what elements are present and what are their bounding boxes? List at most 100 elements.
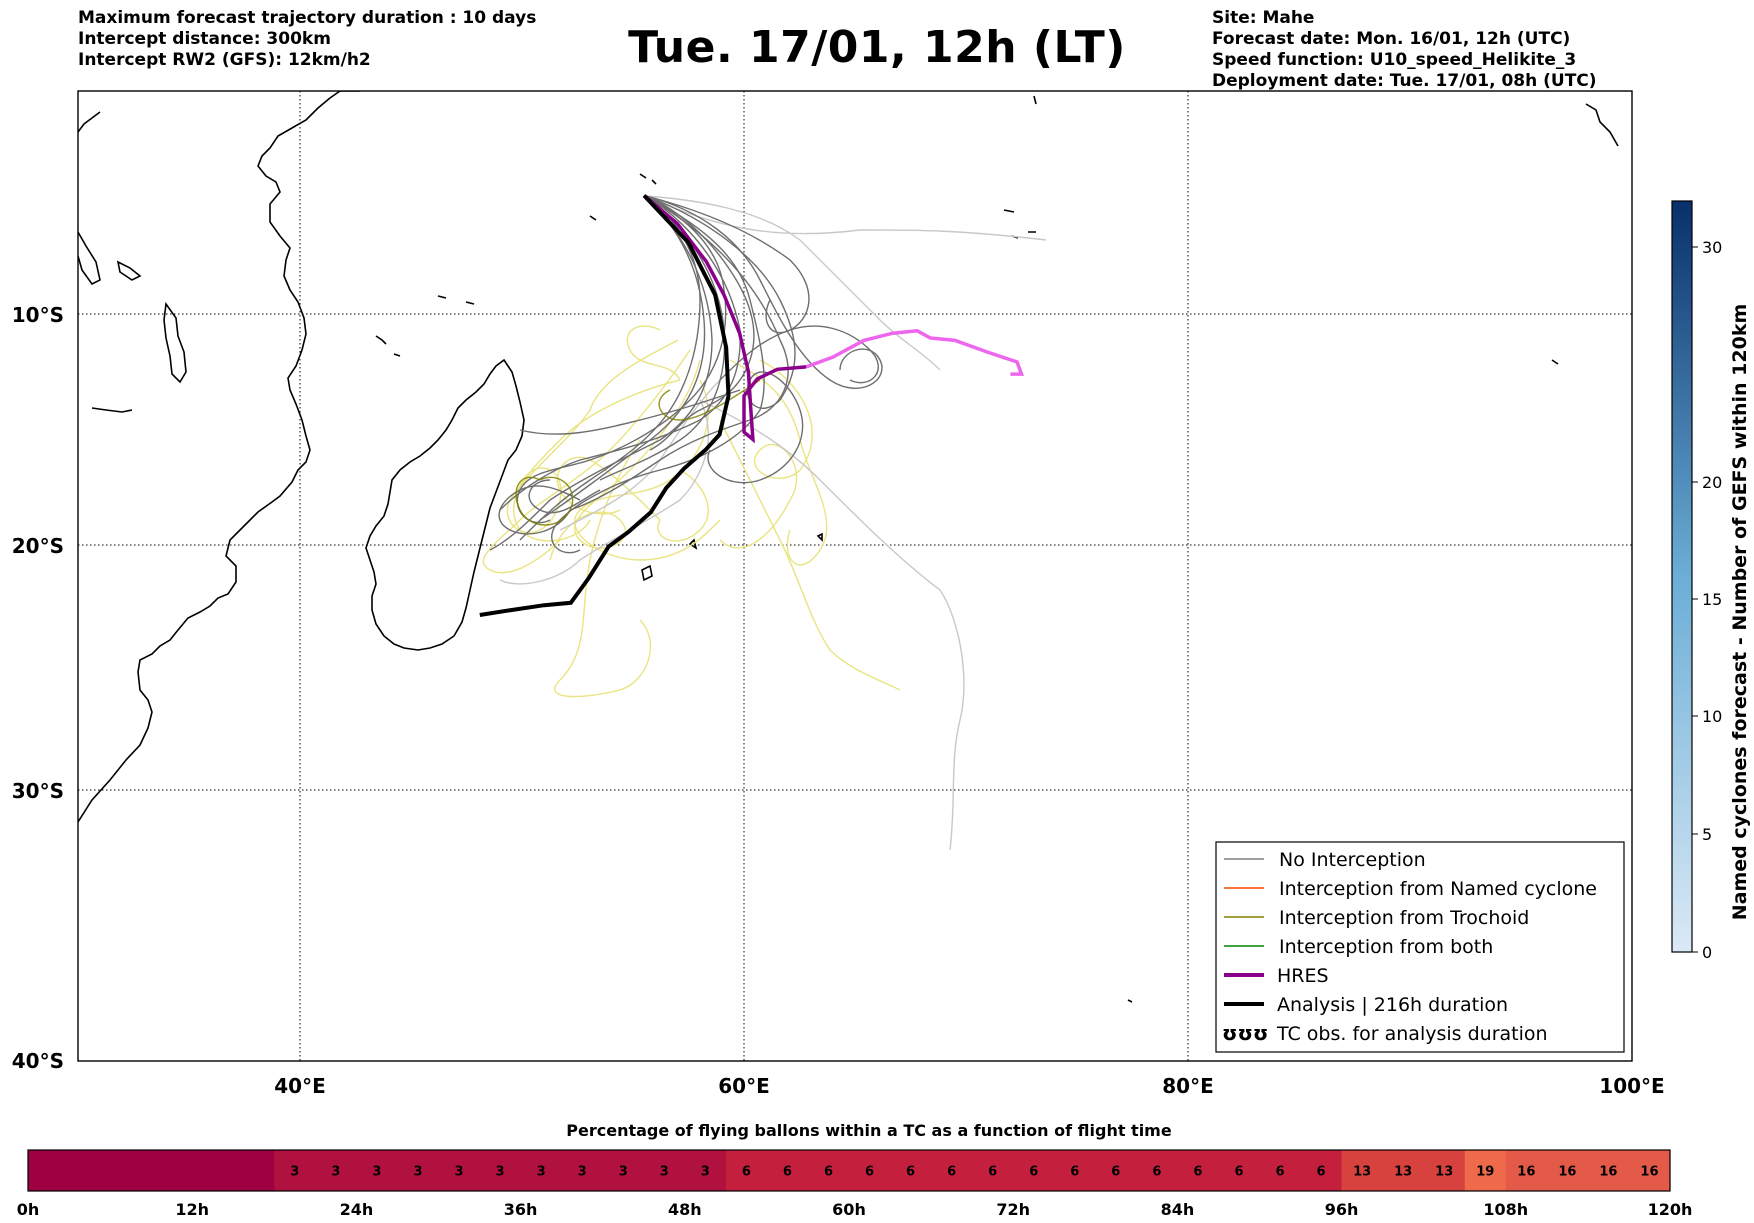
yellow-track — [657, 469, 709, 542]
header-right-line: Forecast date: Mon. 16/01, 12h (UTC) — [1212, 29, 1571, 49]
flight-bar-tick-label: 72h — [996, 1200, 1030, 1219]
yellow-track — [573, 379, 721, 561]
flight-bar-frame — [27, 1149, 1671, 1192]
yellow-track — [719, 359, 813, 549]
flight-bar-cell — [1628, 1150, 1671, 1191]
lon-label-40e: 40°E — [274, 1074, 326, 1098]
socotra-coast — [116, 260, 142, 281]
colorbar-tick-5: 5 — [1702, 825, 1712, 844]
header-left-line: Maximum forecast trajectory duration : 1… — [78, 8, 537, 28]
comoros-coast — [375, 335, 401, 357]
flight-bar-cell-label: 6 — [1029, 1165, 1038, 1180]
colorbar-tick-20: 20 — [1702, 473, 1722, 492]
colorbar-gradient — [1671, 200, 1693, 953]
flight-bar-cell — [643, 1150, 686, 1191]
colorbar-tick-10: 10 — [1702, 707, 1722, 726]
africa-coastline — [78, 91, 360, 823]
flight-bar-cell-label: 6 — [824, 1165, 833, 1180]
legend-box — [1215, 841, 1625, 1053]
flight-bar-cell-label: 6 — [1276, 1165, 1285, 1180]
flight-bar-tick-label: 0h — [17, 1200, 40, 1219]
colorbar-label: Named cyclones forecast - Number of GEFS… — [1729, 304, 1751, 921]
legend-label-named-cyclone: Interception from Named cyclone — [1279, 878, 1597, 900]
flight-bar-cell — [684, 1150, 727, 1191]
flight-bar-ticks: 0h 12h 24h 36h 48h 60h 72h 84h 96h 108h 120h — [17, 1200, 1693, 1219]
grey-track — [519, 389, 741, 435]
flight-bar-cell-label: 6 — [988, 1165, 997, 1180]
flight-bar-cell — [1177, 1150, 1220, 1191]
yellow-track — [482, 349, 691, 574]
flight-bar-cell-label: 3 — [372, 1165, 381, 1180]
grey-track — [539, 195, 706, 521]
legend-label-hres: HRES — [1277, 965, 1329, 987]
header-right-line: Site: Mahe — [1212, 8, 1315, 28]
lat-label-10s: 10°S — [12, 303, 64, 327]
grey-track — [569, 195, 789, 511]
header-left-info: Maximum forecast trajectory duration : 1… — [78, 8, 536, 71]
trochoid-track — [515, 476, 574, 526]
colorbar-tick-30: 30 — [1702, 238, 1722, 257]
flight-bar-tick-label: 108h — [1483, 1200, 1528, 1219]
flight-bar-cell — [561, 1150, 604, 1191]
lightgrey-track — [645, 195, 941, 371]
flight-bar-cell — [356, 1150, 399, 1191]
yellow-track — [513, 379, 681, 542]
grey-track — [489, 195, 713, 551]
lat-label-40s: 40°S — [12, 1049, 64, 1073]
flight-bar-cell-label: 16 — [1517, 1165, 1535, 1180]
flight-bar-cell-label: 6 — [865, 1165, 874, 1180]
map-frame — [77, 90, 1633, 1062]
lon-label-100e: 100°E — [1599, 1074, 1664, 1098]
header-right-line: Speed function: U10_speed_Helikite_3 — [1212, 50, 1577, 70]
lat-label-20s: 20°S — [12, 534, 64, 558]
lon-label-60e: 60°E — [718, 1074, 770, 1098]
yellow-track — [553, 439, 652, 698]
trochoid-track — [658, 379, 761, 421]
amsterdam-coast — [1127, 999, 1133, 1003]
flight-bar-cell — [1054, 1150, 1096, 1191]
header-left-line: Intercept RW2 (GFS): 12km/h2 — [78, 50, 371, 70]
map-axis-labels: 10°S 20°S 30°S 40°S 40°E 60°E 80°E 100°E — [12, 303, 1665, 1098]
lake-malawi-coast — [78, 231, 101, 286]
grey-track — [645, 195, 810, 334]
hres-extension-track — [805, 329, 1024, 376]
flight-bar-cell-label: 6 — [783, 1165, 792, 1180]
analysis-track — [479, 194, 731, 617]
legend-label-analysis: Analysis | 216h duration — [1277, 994, 1508, 1016]
flight-bar-title: Percentage of flying ballons within a TC… — [566, 1121, 1172, 1140]
flight-bar-cell — [766, 1150, 809, 1191]
flight-bar-cell — [1095, 1150, 1137, 1191]
madagascar-coastline — [365, 358, 525, 651]
grey-track — [645, 195, 883, 389]
flight-bar-cell — [274, 1150, 316, 1191]
flight-bar-cell-label: 6 — [1070, 1165, 1079, 1180]
flight-bar-cell — [69, 1150, 111, 1191]
grey-track — [519, 195, 701, 541]
flight-bar-cell — [233, 1150, 275, 1191]
legend-tc-obs-icon: ʊʊʊ — [1222, 1021, 1268, 1045]
flight-bar-cell-label: 6 — [906, 1165, 915, 1180]
flight-bar-tick-label: 60h — [832, 1200, 866, 1219]
flight-bar-cell — [1218, 1150, 1261, 1191]
flight-bar-cell-label: 16 — [1640, 1165, 1658, 1180]
rodrigues-coast — [816, 532, 823, 542]
flight-bar-cell — [725, 1150, 768, 1191]
flight-bar-cell-label: 6 — [1234, 1165, 1243, 1180]
flight-bar-cell — [1382, 1150, 1425, 1191]
flight-bar-cell-label: 3 — [496, 1165, 505, 1180]
flight-bar-cell — [192, 1150, 234, 1191]
mauritius-coast — [641, 564, 653, 582]
map-title: Tue. 17/01, 12h (LT) — [628, 22, 1126, 73]
flight-bar-cell — [438, 1150, 481, 1191]
flight-bar-tick-label: 84h — [1161, 1200, 1195, 1219]
colorbar-tick-15: 15 — [1702, 590, 1722, 609]
flight-bar-cell — [397, 1150, 440, 1191]
flight-bar-cell-label: 13 — [1353, 1165, 1371, 1180]
flight-bar-cell — [849, 1150, 891, 1191]
flight-bar-cell — [1587, 1150, 1630, 1191]
flight-bar-cell-label: 3 — [331, 1165, 340, 1180]
flight-bar-cell-label: 3 — [537, 1165, 546, 1180]
flight-bar-tick-label: 12h — [175, 1200, 209, 1219]
trochoid-trajectories — [515, 379, 761, 526]
